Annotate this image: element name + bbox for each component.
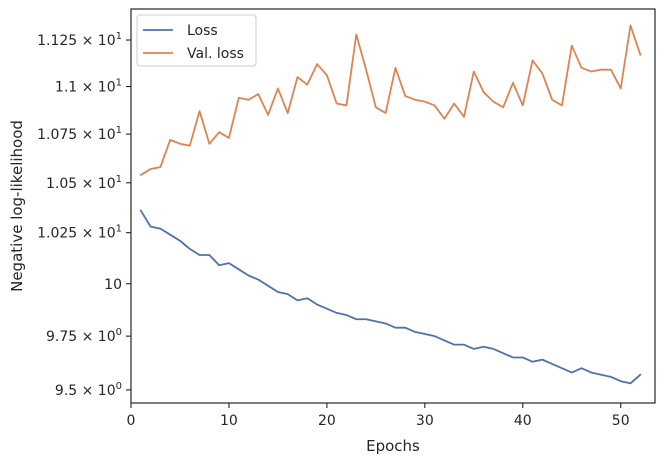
x-tick-label: 20 — [318, 413, 336, 429]
x-tick-label: 40 — [514, 413, 532, 429]
legend: Loss Val. loss — [136, 14, 257, 67]
y-axis: 9.5 × 100 9.75 × 100 10 1.025 × 101 1.05 × 1… — [37, 31, 131, 399]
y-tick-label: 10 — [104, 277, 122, 293]
x-tick-label: 30 — [416, 413, 434, 429]
x-axis-label: Epochs — [366, 437, 420, 455]
plot-frame — [130, 8, 656, 404]
x-tick-label: 0 — [127, 413, 136, 429]
x-tick-label: 10 — [220, 413, 238, 429]
legend-label-loss: Loss — [187, 23, 218, 39]
plot-lines — [139, 24, 642, 385]
y-tick-label: 9.5 × 100 — [55, 381, 122, 399]
series-line-val-loss — [139, 24, 642, 176]
y-axis-label: Negative log-likelihood — [8, 120, 26, 292]
y-tick-label: 1.075 × 101 — [37, 125, 122, 143]
x-axis: 0 10 20 30 40 50 — [127, 403, 630, 429]
y-tick-label: 1.125 × 101 — [37, 31, 122, 49]
y-tick-label: 1.1 × 101 — [55, 78, 122, 96]
y-tick-label: 9.75 × 100 — [46, 327, 122, 345]
legend-label-val-loss: Val. loss — [187, 46, 244, 62]
y-tick-label: 1.025 × 101 — [37, 224, 122, 242]
x-tick-label: 50 — [612, 413, 630, 429]
series-line-loss — [139, 209, 642, 385]
y-tick-label: 1.05 × 101 — [46, 174, 122, 192]
